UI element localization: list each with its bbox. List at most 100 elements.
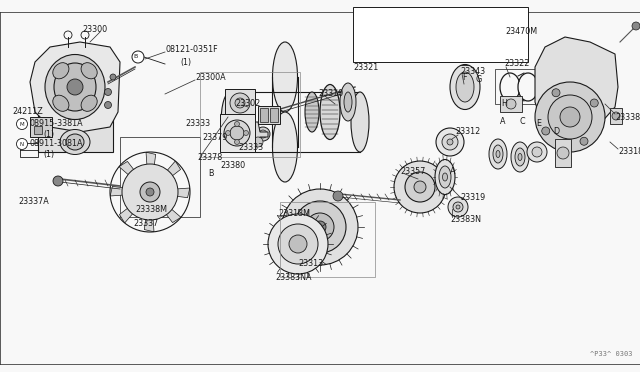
- Circle shape: [225, 131, 230, 135]
- Ellipse shape: [442, 134, 458, 150]
- Bar: [270, 108, 278, 122]
- Text: 23338: 23338: [615, 112, 640, 122]
- Ellipse shape: [435, 160, 455, 195]
- Text: 08911-3081A: 08911-3081A: [30, 140, 83, 148]
- Bar: [20, 143, 38, 157]
- Ellipse shape: [439, 166, 451, 188]
- Text: STOPPER D: STOPPER D: [425, 41, 465, 47]
- Ellipse shape: [81, 62, 97, 79]
- Circle shape: [268, 214, 328, 274]
- Text: A: A: [500, 118, 506, 126]
- Circle shape: [230, 126, 244, 140]
- Ellipse shape: [60, 129, 90, 154]
- Circle shape: [289, 235, 307, 253]
- Text: 23357: 23357: [400, 167, 426, 176]
- Text: C: C: [520, 118, 525, 126]
- Circle shape: [256, 127, 270, 141]
- Ellipse shape: [405, 172, 435, 202]
- Ellipse shape: [344, 92, 352, 112]
- Ellipse shape: [453, 202, 463, 212]
- Circle shape: [541, 127, 550, 135]
- Text: WASHER  A: WASHER A: [425, 11, 465, 17]
- Text: 23383N: 23383N: [450, 215, 481, 224]
- Text: M: M: [20, 122, 24, 126]
- Text: H: H: [501, 99, 507, 109]
- Circle shape: [535, 82, 605, 152]
- Circle shape: [557, 147, 569, 159]
- Circle shape: [282, 189, 358, 265]
- Text: 23470M: 23470M: [505, 28, 537, 36]
- Circle shape: [590, 99, 598, 107]
- Circle shape: [243, 131, 248, 135]
- Ellipse shape: [54, 63, 96, 111]
- Text: 23318: 23318: [618, 148, 640, 157]
- Ellipse shape: [493, 145, 503, 163]
- Ellipse shape: [447, 139, 453, 145]
- Text: F: F: [462, 73, 467, 81]
- Circle shape: [527, 142, 547, 162]
- Polygon shape: [110, 186, 145, 196]
- Circle shape: [552, 89, 560, 97]
- Circle shape: [132, 51, 144, 63]
- Polygon shape: [155, 188, 190, 198]
- Text: 23379: 23379: [202, 132, 227, 141]
- Ellipse shape: [456, 72, 474, 102]
- Circle shape: [532, 147, 542, 157]
- Text: 23319: 23319: [460, 192, 485, 202]
- Bar: [38, 102, 113, 152]
- Ellipse shape: [496, 151, 500, 157]
- Ellipse shape: [489, 139, 507, 169]
- Bar: [120, 137, 200, 217]
- Ellipse shape: [456, 205, 460, 209]
- Text: 23321: 23321: [358, 30, 380, 36]
- Circle shape: [612, 112, 620, 120]
- Ellipse shape: [52, 62, 69, 79]
- Ellipse shape: [448, 197, 468, 217]
- Text: 23337: 23337: [133, 219, 158, 228]
- Text: COVER H: COVER H: [497, 37, 527, 43]
- Text: COVER F: COVER F: [497, 11, 527, 17]
- Circle shape: [122, 164, 178, 220]
- Circle shape: [17, 119, 28, 129]
- Bar: [34, 126, 42, 134]
- Ellipse shape: [81, 95, 97, 111]
- Ellipse shape: [66, 134, 84, 150]
- Text: 23302: 23302: [235, 99, 260, 109]
- Circle shape: [314, 221, 326, 233]
- Text: CLIP    E: CLIP E: [425, 51, 465, 57]
- Bar: [495, 69, 550, 104]
- Polygon shape: [535, 37, 618, 132]
- Text: D: D: [553, 128, 559, 137]
- Text: (1): (1): [180, 58, 191, 67]
- Polygon shape: [146, 152, 156, 187]
- Ellipse shape: [305, 92, 319, 132]
- Circle shape: [506, 99, 516, 109]
- Circle shape: [235, 98, 245, 108]
- Circle shape: [234, 140, 239, 144]
- Bar: [258, 106, 280, 124]
- Circle shape: [104, 89, 111, 96]
- Circle shape: [230, 93, 250, 113]
- Circle shape: [17, 138, 28, 150]
- Text: 23378: 23378: [197, 153, 222, 161]
- Circle shape: [104, 102, 111, 109]
- Text: 23337A: 23337A: [18, 198, 49, 206]
- Circle shape: [294, 201, 346, 253]
- Ellipse shape: [221, 92, 239, 152]
- Bar: [500, 96, 522, 112]
- Ellipse shape: [394, 161, 446, 213]
- Ellipse shape: [450, 64, 480, 109]
- Text: 23338M: 23338M: [135, 205, 167, 215]
- Circle shape: [253, 137, 263, 147]
- Ellipse shape: [273, 42, 298, 112]
- Text: A: A: [450, 167, 456, 176]
- Text: 23333: 23333: [185, 119, 210, 128]
- Ellipse shape: [351, 92, 369, 152]
- Text: (1): (1): [43, 151, 54, 160]
- Circle shape: [53, 176, 63, 186]
- Circle shape: [580, 137, 588, 145]
- Polygon shape: [30, 42, 120, 132]
- Text: G: G: [475, 76, 481, 84]
- Polygon shape: [120, 194, 148, 223]
- Text: B: B: [208, 170, 214, 179]
